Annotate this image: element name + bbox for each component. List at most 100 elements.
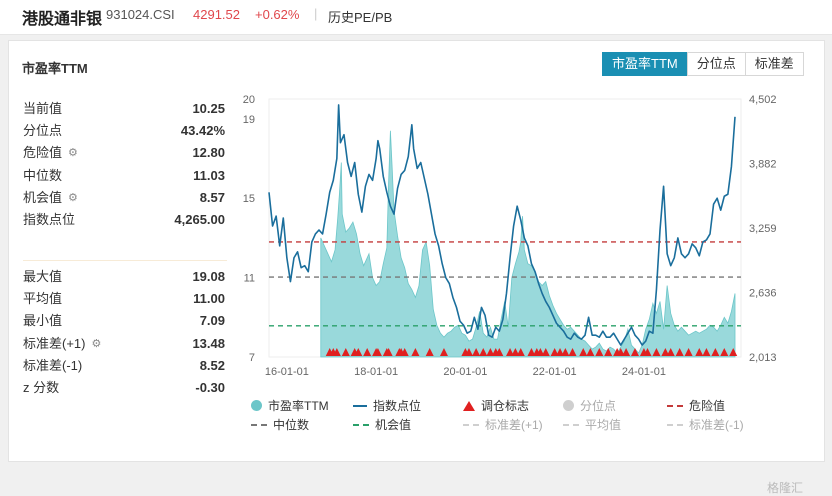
gear-icon[interactable]: ⚙ (68, 147, 78, 160)
rebalance-marker (411, 348, 420, 356)
stat-value: 13.48 (192, 335, 225, 351)
stat-label: 平均值 (23, 291, 63, 307)
index-price: 4291.52 (193, 7, 240, 22)
rebalance-marker (616, 348, 625, 356)
legend-item[interactable]: 中位数 (251, 416, 309, 433)
legend-item[interactable]: 危险值 (667, 397, 725, 414)
stat-label: 标准差(+1) (23, 335, 86, 351)
stat-label: 最大值 (23, 269, 63, 284)
stat-row-zscore: z 分数 -0.30 (23, 377, 225, 399)
legend-item[interactable]: 分位点 (563, 397, 616, 414)
legend-item[interactable]: 标准差(+1) (463, 416, 543, 433)
stat-value: 19.08 (192, 269, 225, 284)
stat-row-std-minus: 标准差(-1) 8.52 (23, 355, 225, 377)
rebalance-marker (702, 348, 711, 356)
y-right-tick-label: 2,013 (749, 352, 777, 364)
rebalance-marker (472, 348, 481, 356)
rebalance-marker (604, 348, 613, 356)
stat-value: 8.52 (199, 357, 225, 373)
stat-label: 危险值 (23, 145, 63, 161)
stat-label: 中位数 (23, 167, 63, 183)
rebalance-marker (341, 348, 350, 356)
legend-item[interactable]: 机会值 (353, 416, 411, 433)
stat-value: 4,265.00 (174, 211, 225, 227)
legend-label: 分位点 (580, 399, 617, 413)
rebalance-marker (652, 348, 661, 356)
stat-value: 11.00 (193, 291, 225, 307)
stat-row-current: 当前值 10.25 (23, 98, 225, 120)
stat-label-wrap: 机会值 ⚙ (23, 187, 78, 209)
stat-row-danger: 危险值 ⚙ 12.80 (23, 142, 225, 164)
index-code: 931024.CSI (106, 7, 175, 22)
rebalance-marker (506, 348, 515, 356)
legend-item[interactable]: 市盈率TTM (251, 397, 329, 414)
stat-value: 11.03 (193, 167, 225, 183)
stat-row-mean: 平均值 11.00 (23, 288, 225, 310)
stat-value: 10.25 (192, 101, 225, 116)
legend-label: 标准差(+1) (485, 418, 543, 432)
card-title: 市盈率TTM (22, 61, 88, 76)
x-tick-label: 20-01-01 (443, 366, 487, 378)
gear-icon[interactable]: ⚙ (68, 191, 78, 204)
rebalance-marker (579, 348, 588, 356)
rebalance-marker (373, 348, 382, 356)
gear-icon[interactable]: ⚙ (91, 337, 102, 350)
stats-divider (23, 260, 227, 261)
legend-label: 市盈率TTM (268, 399, 329, 413)
stat-row-std-plus: 标准差(+1) ⚙ 13.48 (23, 333, 225, 355)
rebalance-marker (384, 348, 393, 356)
rebalance-marker (354, 348, 363, 356)
rebalance-marker (631, 348, 640, 356)
x-tick-label: 16-01-01 (265, 366, 309, 378)
stat-label: 指数点位 (23, 211, 76, 227)
rebalance-marker (643, 348, 652, 356)
legend-item[interactable]: 调仓标志 (463, 397, 529, 414)
rebalance-marker (550, 348, 559, 356)
rebalance-marker (363, 348, 372, 356)
stat-label: z 分数 (23, 379, 60, 395)
stat-row-min: 最小值 7.09 (23, 310, 225, 332)
watermark: 格隆汇 (767, 481, 804, 495)
legend-item[interactable]: 指数点位 (353, 397, 421, 414)
legend-line-icon (353, 404, 367, 407)
rebalance-marker (464, 348, 473, 356)
pe-chart[interactable]: 7 11 15 19 20 2,013 2,636 3,259 3,882 4,502 16-01-… (229, 87, 789, 387)
stat-row-opportunity: 机会值 ⚙ 8.57 (23, 187, 225, 209)
legend-dot-icon (563, 400, 574, 411)
stat-label: 当前值 (23, 101, 63, 116)
y-right-tick-label: 4,502 (749, 94, 777, 106)
tab-pe-ttm[interactable]: 市盈率TTM (602, 52, 688, 76)
stat-label-wrap: 危险值 ⚙ (23, 142, 78, 164)
rebalance-marker (586, 348, 595, 356)
stat-value: 43.42% (180, 123, 225, 139)
stats-bottom: 最大值 19.08 平均值 11.00 最小值 7.09 标准差(+1) ⚙ 13.48 … (23, 266, 225, 399)
legend-label: 危险值 (689, 399, 726, 413)
rebalance-marker (486, 348, 495, 356)
legend-item[interactable]: 平均值 (563, 416, 621, 433)
y-right-tick-label: 3,259 (749, 223, 777, 235)
rebalance-marker (516, 348, 525, 356)
metric-tabs: 市盈率TTM 分位点 标准差 (602, 52, 804, 76)
legend-item[interactable]: 标准差(-1) (667, 416, 744, 433)
rebalance-marker (536, 348, 545, 356)
stats-top: 当前值 10.25 分位点 43.42% 危险值 ⚙ 12.80 中位数 11.03 机会… (23, 98, 225, 231)
rebalance-marker (511, 348, 520, 356)
stat-label: 标准差(-1) (23, 357, 83, 373)
x-tick-label: 24-01-01 (622, 366, 666, 378)
rebalance-marker (711, 348, 720, 356)
x-tick-label: 22-01-01 (533, 366, 577, 378)
rebalance-marker (684, 348, 693, 356)
rebalance-marker (439, 348, 448, 356)
index-title: 港股通非银 (22, 11, 103, 28)
stat-value: 8.57 (199, 189, 225, 205)
tab-percentile[interactable]: 分位点 (686, 52, 746, 76)
rebalance-marker (561, 348, 570, 356)
legend-triangle-icon (463, 400, 475, 411)
history-pe-pb-link[interactable]: 历史PE/PB (328, 10, 393, 25)
tab-std-dev[interactable]: 标准差 (744, 52, 804, 76)
legend-dash-icon (563, 423, 579, 426)
legend-label: 中位数 (273, 418, 310, 432)
rebalance-marker (595, 348, 604, 356)
y-left-tick-label: 20 (243, 94, 255, 106)
stat-value: 7.09 (199, 313, 225, 329)
